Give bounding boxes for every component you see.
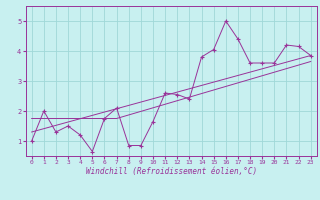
X-axis label: Windchill (Refroidissement éolien,°C): Windchill (Refroidissement éolien,°C) — [86, 167, 257, 176]
